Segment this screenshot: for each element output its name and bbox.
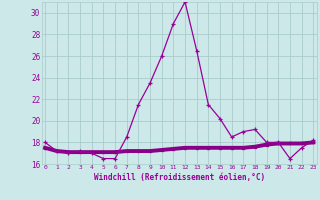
X-axis label: Windchill (Refroidissement éolien,°C): Windchill (Refroidissement éolien,°C) — [94, 173, 265, 182]
